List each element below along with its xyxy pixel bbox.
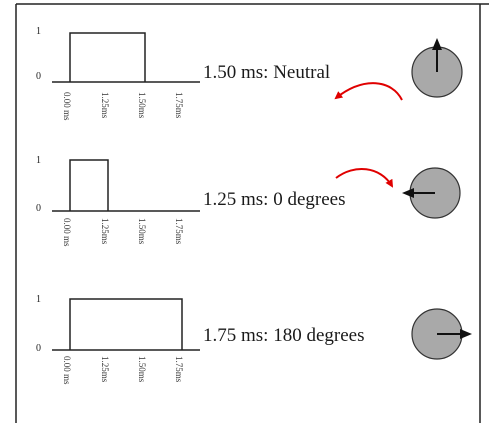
panel1-dial-arrowhead-icon	[432, 38, 442, 50]
panel3-pulse	[69, 298, 183, 350]
panel2-dial	[402, 167, 461, 219]
panel1-pulse	[69, 32, 146, 82]
panel1-y-low-label: 0	[36, 71, 41, 82]
panel2-dial-arrowhead-icon	[402, 188, 414, 198]
panel3-dial	[411, 308, 472, 360]
panel3-y-high-label: 1	[36, 294, 41, 305]
panel2-y-high-label: 1	[36, 155, 41, 166]
panel1-dial	[411, 38, 463, 98]
panel3-dial-arrowhead-icon	[460, 329, 472, 339]
panel3-y-low-label: 0	[36, 343, 41, 354]
panel1-y-high-label: 1	[36, 26, 41, 37]
rotate-counterclockwise-arrow-icon	[334, 82, 403, 101]
panel1-caption: 1.50 ms: Neutral	[203, 62, 331, 83]
panel2-y-low-label: 0	[36, 203, 41, 214]
panel2-pulse	[69, 159, 109, 211]
panel2-caption: 1.25 ms: 0 degrees	[203, 189, 346, 210]
panel3-caption: 1.75 ms: 180 degrees	[203, 325, 365, 346]
rotate-clockwise-arrow-icon	[335, 167, 394, 188]
